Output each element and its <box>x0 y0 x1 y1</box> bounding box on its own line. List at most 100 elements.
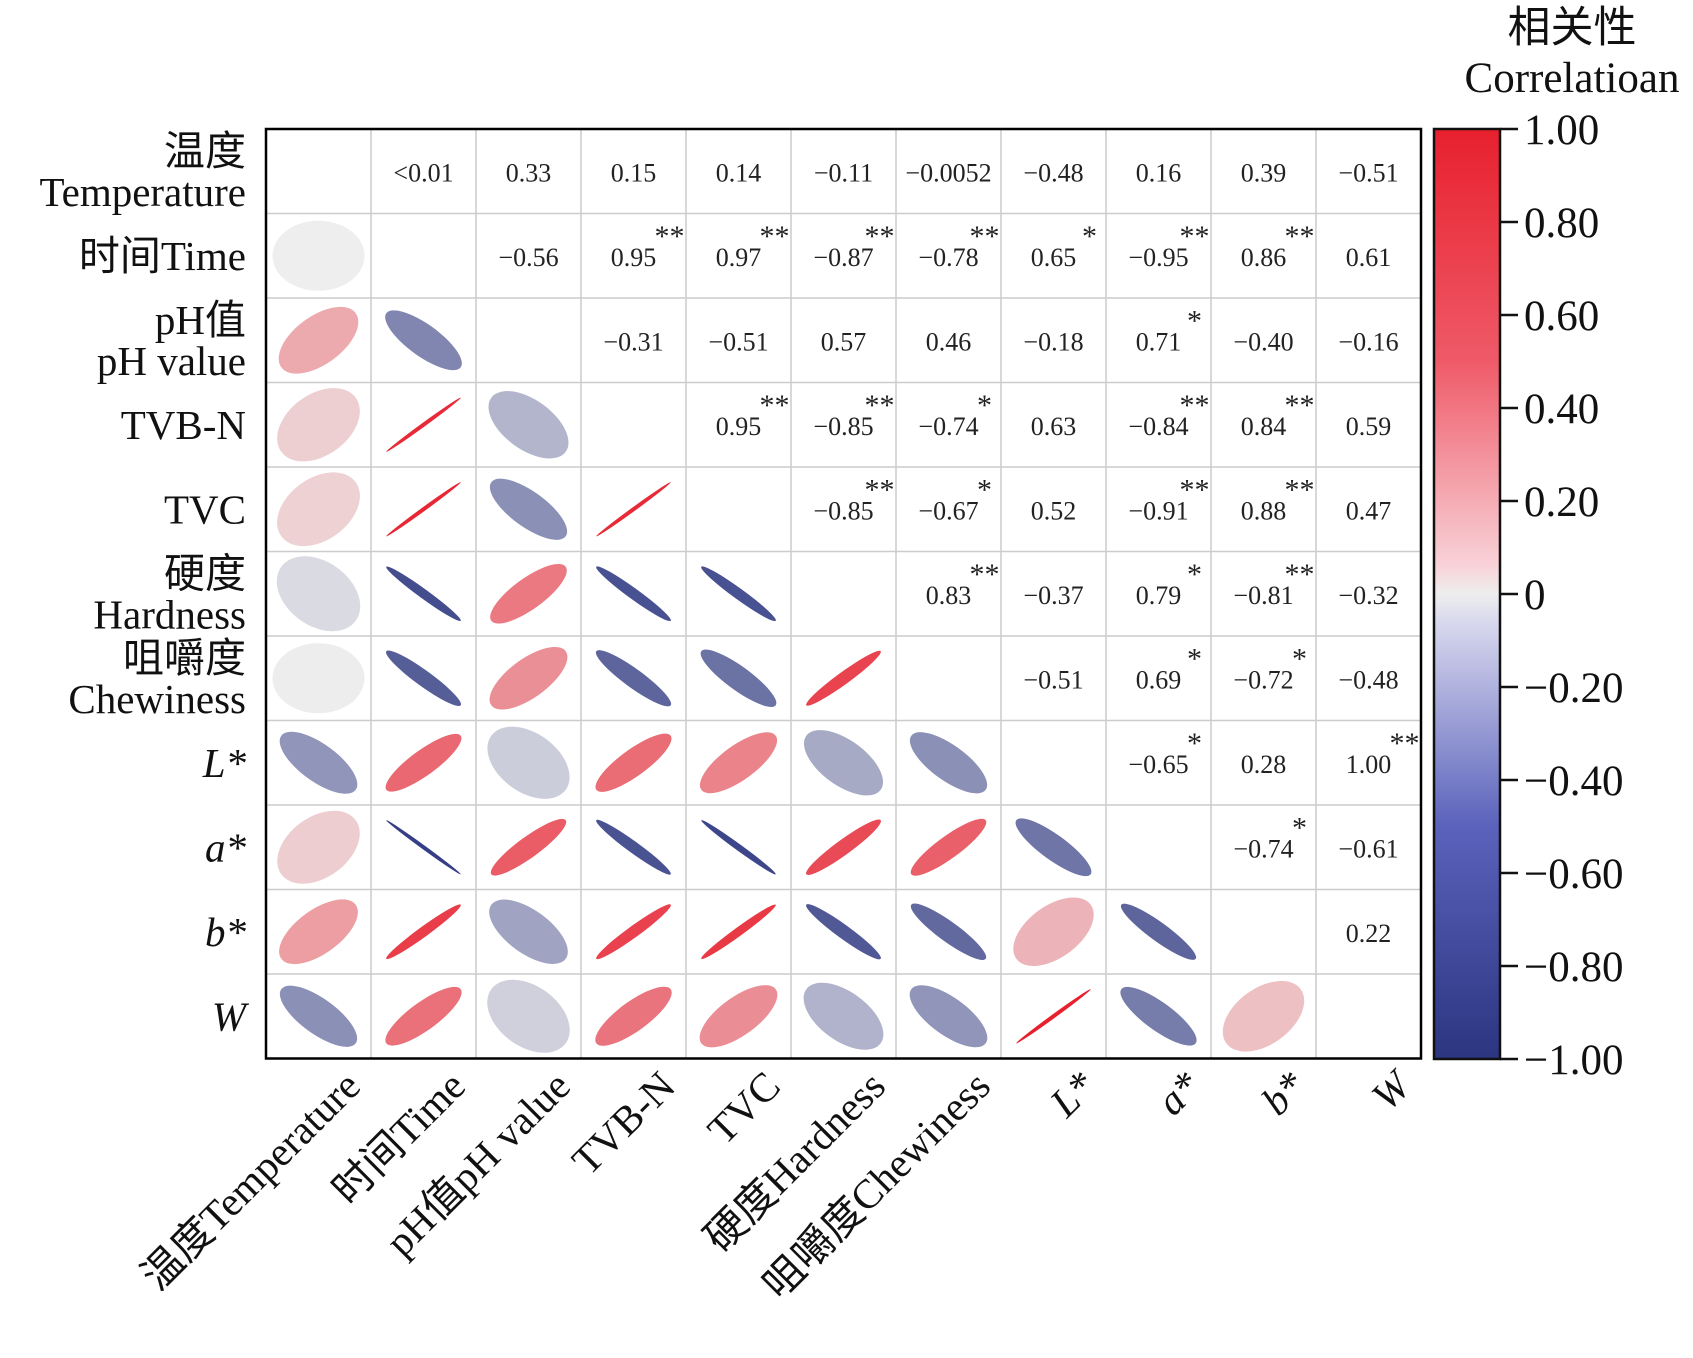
corr-ellipse <box>279 899 358 965</box>
corr-ellipse <box>1222 980 1305 1052</box>
column-label: L* <box>1040 1062 1104 1126</box>
correlation-values: <0.01 0.33 0.15 0.14 −0.11 −0.0052 −0.48 0.16 0.… <box>393 158 1419 948</box>
significance-mark: * <box>977 473 992 506</box>
row-label: TVB-N <box>121 402 246 448</box>
corr-value: −0.11 <box>814 158 873 187</box>
corr-value: −0.37 <box>1023 581 1083 610</box>
significance-mark: * <box>977 389 992 422</box>
corr-ellipse <box>1016 989 1091 1044</box>
corr-ellipse <box>910 903 987 960</box>
corr-value: 0.57 <box>821 327 867 356</box>
row-label: 时间Time <box>79 233 246 279</box>
corr-value: −0.81 <box>1233 581 1293 610</box>
colorbar-tick-label: 0 <box>1524 572 1546 619</box>
significance-mark: * <box>1292 811 1307 844</box>
significance-mark: ** <box>865 473 895 506</box>
corr-ellipse <box>386 820 461 875</box>
colorbar-tick-label: −0.20 <box>1524 665 1624 712</box>
significance-mark: ** <box>1180 389 1210 422</box>
significance-mark: ** <box>1285 389 1315 422</box>
row-label: a* <box>205 824 247 870</box>
corr-ellipse <box>595 650 672 707</box>
corr-ellipse <box>277 472 360 547</box>
corr-value: −0.85 <box>813 496 873 525</box>
significance-mark: ** <box>1285 220 1315 253</box>
colorbar-tick-label: 0.60 <box>1524 293 1599 340</box>
row-label: pH value <box>97 338 246 384</box>
corr-ellipse <box>487 726 570 799</box>
row-label: L* <box>202 740 247 786</box>
significance-mark: ** <box>1285 558 1315 591</box>
colorbar-tick-label: 0.80 <box>1524 200 1599 247</box>
corr-ellipse <box>909 732 988 794</box>
corr-ellipse <box>596 819 671 875</box>
corr-value: −0.56 <box>498 243 558 272</box>
corr-ellipse <box>699 732 778 794</box>
corr-ellipse <box>385 733 462 792</box>
row-label: Temperature <box>39 169 246 215</box>
corr-value: −0.74 <box>1233 834 1293 863</box>
corr-value: 0.33 <box>506 158 552 187</box>
column-label: a* <box>1147 1062 1209 1124</box>
corr-value: 0.97 <box>716 243 762 272</box>
corr-ellipse <box>806 650 881 706</box>
corr-ellipse <box>803 730 884 796</box>
colorbar-tick-label: 0.40 <box>1524 386 1599 433</box>
corr-value: −0.51 <box>1023 665 1083 694</box>
colorbar-tick-label: −0.60 <box>1524 851 1624 898</box>
corr-ellipse <box>385 650 462 707</box>
corr-ellipse <box>276 556 361 632</box>
plot-frame <box>264 127 1423 1060</box>
corr-ellipse <box>803 982 884 1050</box>
grid-lines <box>264 127 1423 1060</box>
row-label: W <box>212 993 250 1039</box>
corr-value: −0.87 <box>813 243 873 272</box>
corr-value: 0.65 <box>1031 243 1077 272</box>
corr-value: −0.67 <box>918 496 978 525</box>
corr-value: −0.78 <box>918 243 978 272</box>
significance-mark: ** <box>865 389 895 422</box>
corr-ellipse <box>385 986 462 1046</box>
corr-value: 0.95 <box>611 243 657 272</box>
legend-title: Correlatioan <box>1465 55 1680 102</box>
corr-ellipse <box>489 899 568 964</box>
corr-ellipse <box>489 646 568 710</box>
corr-value: −0.51 <box>708 327 768 356</box>
corr-value: 0.59 <box>1346 412 1392 441</box>
colorbar-tick-label: 0.20 <box>1524 479 1599 526</box>
corr-value: −0.0052 <box>905 158 991 187</box>
corr-value: 0.63 <box>1031 412 1077 441</box>
significance-mark: * <box>1292 642 1307 675</box>
row-label: 咀嚼度 <box>123 635 246 681</box>
corr-value: −0.31 <box>603 327 663 356</box>
corr-value: 0.61 <box>1346 243 1392 272</box>
corr-ellipse <box>489 478 568 540</box>
corr-value: 0.28 <box>1241 750 1287 779</box>
corr-value: −0.84 <box>1128 412 1188 441</box>
corr-ellipse <box>910 818 987 876</box>
corr-ellipse <box>278 306 359 374</box>
corr-value: 0.47 <box>1346 496 1392 525</box>
corr-ellipse <box>595 986 672 1046</box>
corr-ellipse <box>1013 897 1094 966</box>
colorbar-legend: 1.00 0.80 0.60 0.40 0.20 0 −0.20 −0.40 −0.60 −0.8… <box>1432 5 1680 1084</box>
significance-mark: ** <box>970 220 1000 253</box>
corr-ellipse <box>1120 986 1197 1046</box>
corr-value: −0.48 <box>1023 158 1083 187</box>
corr-ellipse <box>700 649 777 707</box>
corr-ellipse <box>701 820 776 875</box>
corr-value: −0.16 <box>1338 327 1398 356</box>
row-label: Chewiness <box>68 676 246 722</box>
corr-ellipse <box>385 310 462 371</box>
corr-ellipse <box>595 733 672 792</box>
corr-value: −0.85 <box>813 412 873 441</box>
significance-mark: * <box>1187 727 1202 760</box>
significance-mark: ** <box>1285 473 1315 506</box>
corr-value: 0.79 <box>1136 581 1182 610</box>
corr-ellipse <box>701 566 776 622</box>
corr-value: 0.69 <box>1136 665 1182 694</box>
significance-mark: ** <box>1390 727 1420 760</box>
corr-value: <0.01 <box>393 158 453 187</box>
column-label: W <box>1362 1060 1421 1119</box>
